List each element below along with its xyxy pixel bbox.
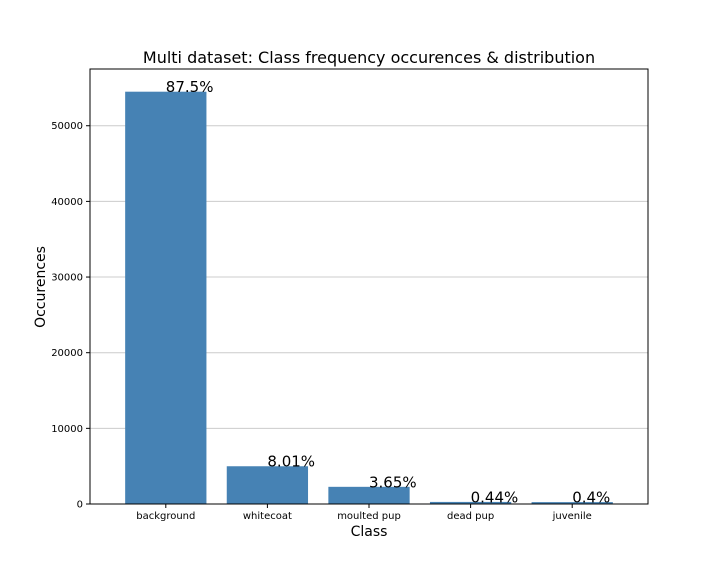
x-tick-label: juvenile xyxy=(552,511,592,522)
y-tick-label: 10000 xyxy=(51,424,83,435)
percent-label: 0.4% xyxy=(572,489,610,507)
bars xyxy=(125,91,613,505)
percent-label: 8.01% xyxy=(267,453,315,471)
y-tick-label: 50000 xyxy=(51,121,83,132)
percent-label: 3.65% xyxy=(369,473,417,491)
y-tick-label: 0 xyxy=(77,500,83,511)
percent-label: 0.44% xyxy=(471,488,519,506)
y-axis-ticks: 0 10000 20000 30000 40000 50000 xyxy=(51,121,90,511)
x-tick-label: dead pup xyxy=(447,511,494,522)
percent-labels: 87.5% 8.01% 3.65% 0.44% 0.4% xyxy=(166,78,611,506)
percent-label: 87.5% xyxy=(166,78,214,96)
x-tick-label: moulted pup xyxy=(337,511,401,522)
y-tick-label: 30000 xyxy=(51,273,83,284)
x-tick-label: whitecoat xyxy=(243,511,292,522)
x-tick-label: background xyxy=(136,511,195,522)
bar xyxy=(429,501,512,504)
bar xyxy=(328,486,410,504)
y-tick-label: 40000 xyxy=(51,197,83,208)
x-axis-ticks: background whitecoat moulted pup dead pup ju… xyxy=(136,504,592,522)
bar xyxy=(226,466,309,504)
bar xyxy=(125,91,207,505)
y-axis-label: Occurences xyxy=(33,246,49,328)
chart-title: Multi dataset: Class frequency occurence… xyxy=(143,48,595,67)
x-axis-label: Class xyxy=(351,524,388,540)
y-tick-label: 20000 xyxy=(51,348,83,359)
bar xyxy=(531,502,613,504)
